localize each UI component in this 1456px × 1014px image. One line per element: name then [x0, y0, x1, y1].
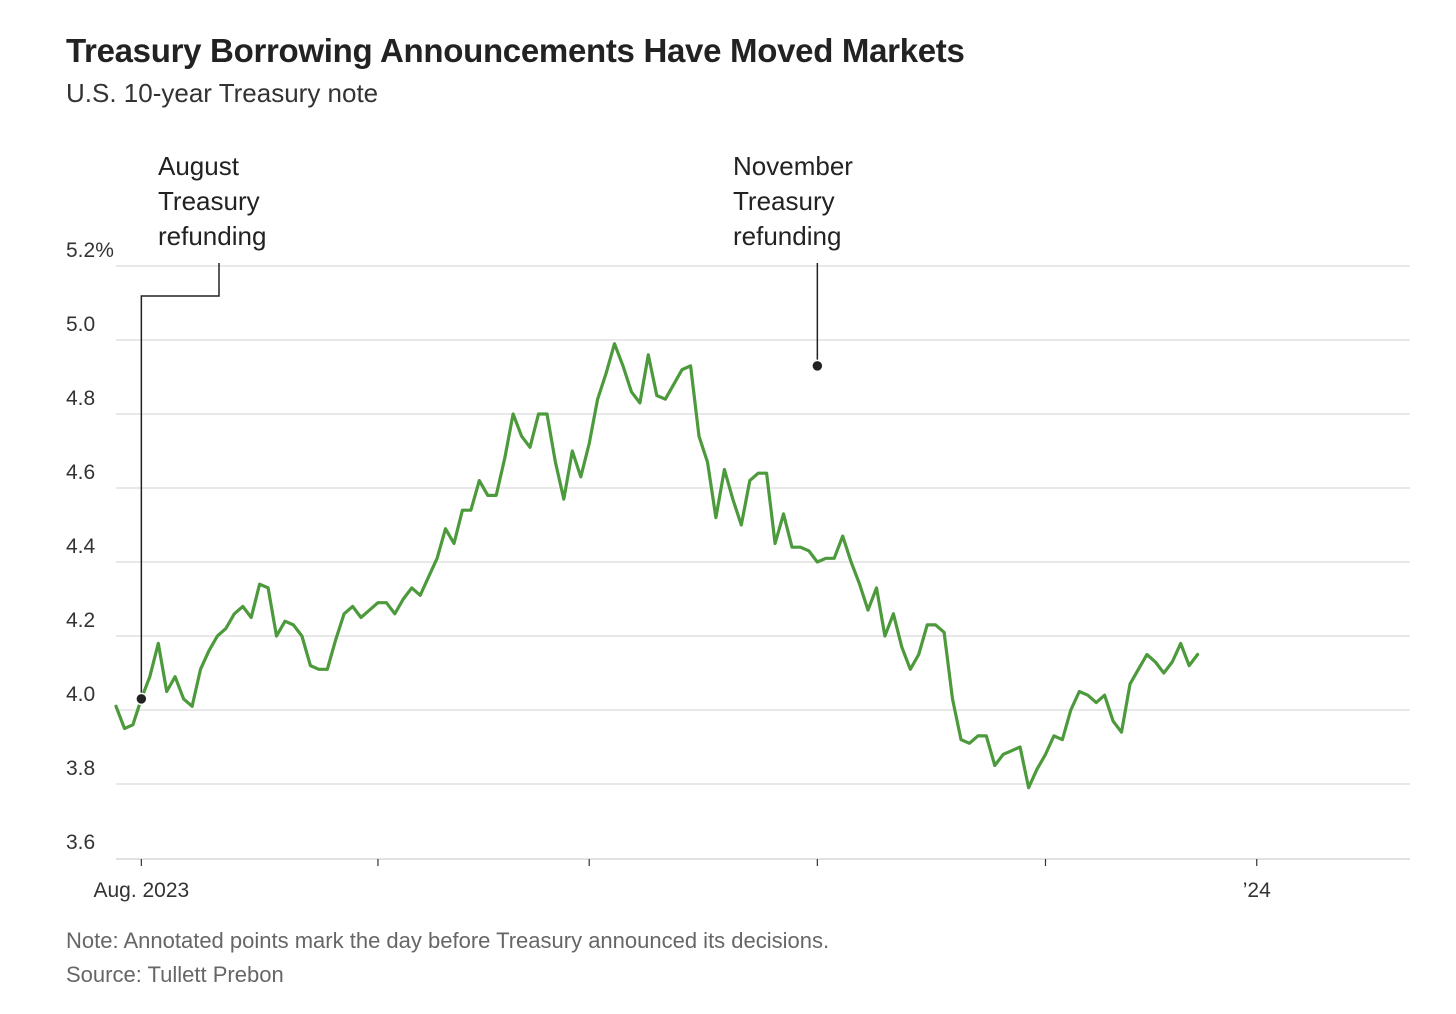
annotation-point	[135, 692, 148, 706]
annotations: August Treasury refunding November Treasury r…	[140, 151, 853, 699]
y-tick-label: 4.4	[66, 535, 96, 558]
x-tick-label: Aug. 2023	[93, 879, 189, 902]
annotation-label: August	[158, 151, 240, 181]
x-axis: Aug. 2023 ’24	[93, 858, 1410, 902]
y-tick-label: 4.0	[66, 683, 95, 706]
y-tick-label: 4.6	[66, 461, 95, 484]
y-tick-label: 3.6	[66, 831, 95, 854]
y-tick-label: 5.0	[66, 313, 95, 336]
chart-note: Note: Annotated points mark the day befo…	[66, 928, 830, 953]
chart-title: Treasury Borrowing Announcements Have Mo…	[66, 32, 965, 69]
y-axis-tick-labels: 3.6 3.8 4.0 4.2 4.4 4.6 4.8 5.0 5.2%	[66, 239, 114, 854]
series	[114, 342, 1200, 790]
y-tick-label: 4.2	[66, 609, 95, 632]
gridlines	[116, 265, 1410, 785]
annotation-markers	[135, 359, 824, 706]
annotation-point	[811, 359, 824, 373]
annotation-label: refunding	[733, 221, 841, 251]
annotation-leader-line	[140, 263, 220, 699]
y-tick-label: 4.8	[66, 387, 95, 410]
y-tick-label: 3.8	[66, 757, 95, 780]
x-tick-label: ’24	[1243, 879, 1271, 902]
chart-source: Source: Tullett Prebon	[66, 962, 284, 987]
annotation-label: Treasury	[158, 186, 260, 216]
y-tick-label: 5.2%	[66, 239, 114, 262]
annotation-label: Treasury	[733, 186, 835, 216]
annotation-label: refunding	[158, 221, 266, 251]
series-line-10yr-yield	[114, 342, 1200, 790]
chart-subtitle: U.S. 10-year Treasury note	[66, 78, 379, 108]
annotation-label: November	[733, 151, 853, 181]
